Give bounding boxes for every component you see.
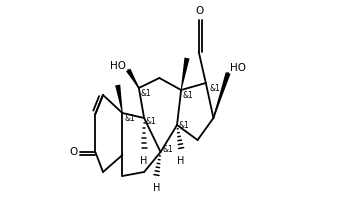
Polygon shape: [126, 69, 139, 88]
Polygon shape: [181, 58, 189, 90]
Text: H: H: [178, 156, 185, 166]
Text: HO: HO: [231, 63, 246, 73]
Text: HO: HO: [110, 61, 126, 71]
Polygon shape: [213, 72, 231, 118]
Text: &1: &1: [125, 113, 135, 123]
Text: &1: &1: [140, 89, 151, 97]
Text: &1: &1: [162, 146, 173, 154]
Text: H: H: [153, 183, 160, 193]
Text: H: H: [141, 156, 148, 166]
Text: O: O: [196, 6, 204, 16]
Text: &1: &1: [182, 90, 193, 100]
Polygon shape: [115, 85, 123, 113]
Text: O: O: [69, 147, 78, 157]
Text: &1: &1: [178, 122, 189, 130]
Text: &1: &1: [210, 84, 221, 92]
Text: &1: &1: [145, 116, 156, 126]
